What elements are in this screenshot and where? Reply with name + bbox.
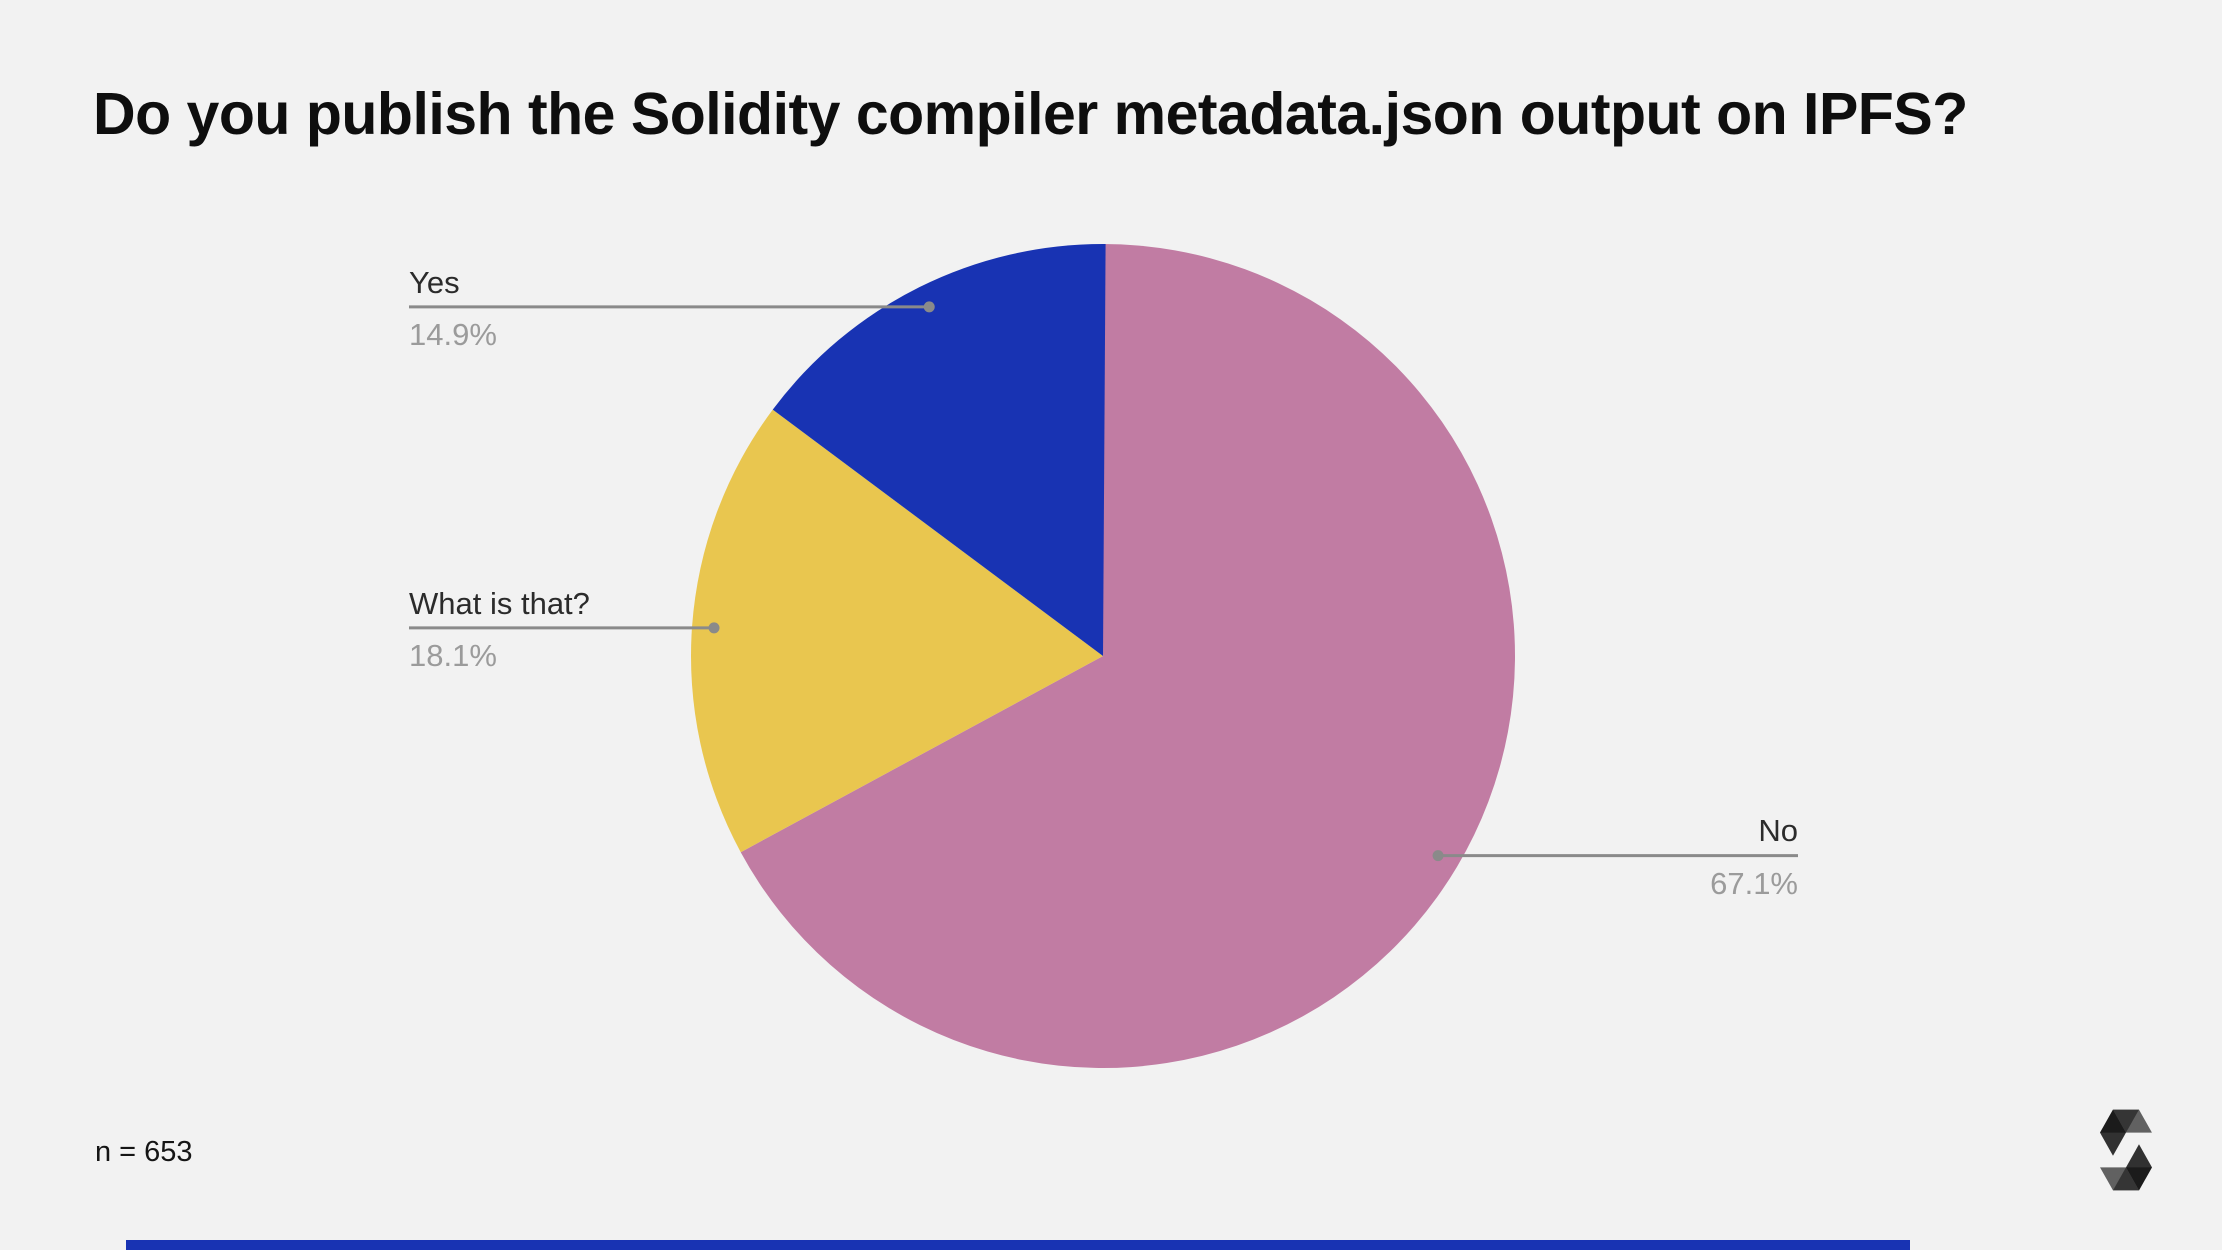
callout-dot-yes bbox=[923, 301, 935, 313]
callout-dot-no bbox=[1432, 850, 1444, 862]
solidity-logo-icon bbox=[2100, 1109, 2152, 1191]
slice-label-no: No bbox=[1758, 813, 1798, 849]
slice-label-yes: Yes bbox=[409, 264, 460, 300]
pie-slice-what-is-that bbox=[691, 409, 1103, 853]
pie-slice-no bbox=[740, 244, 1516, 1068]
callout-dot-what-is-that bbox=[708, 622, 720, 634]
slice-label-what-is-that: What is that? bbox=[409, 585, 590, 621]
sample-size: n = 653 bbox=[95, 1136, 193, 1168]
slice-percent-no: 67.1% bbox=[1710, 865, 1798, 901]
pie-slice-yes bbox=[772, 244, 1106, 656]
chart-title: Do you publish the Solidity compiler met… bbox=[93, 81, 1968, 147]
slice-percent-yes: 14.9% bbox=[409, 316, 497, 352]
footer-accent-bar bbox=[126, 1240, 1910, 1250]
slice-percent-what-is-that: 18.1% bbox=[409, 637, 497, 673]
